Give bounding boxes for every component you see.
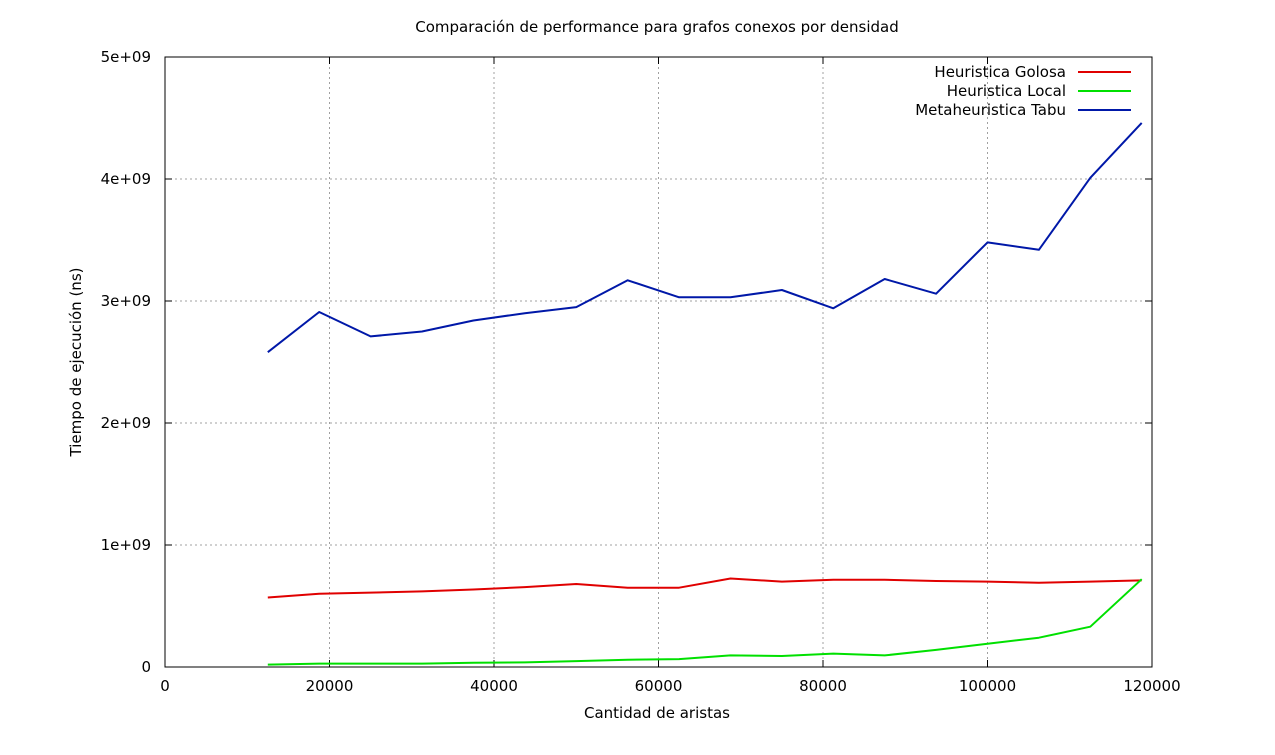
x-tick-label: 100000 — [959, 677, 1016, 695]
series-line-1 — [267, 577, 1142, 599]
y-tick-label: 2e+09 — [101, 414, 151, 432]
series-line-2 — [267, 578, 1143, 666]
series-lines — [267, 122, 1143, 666]
grid-lines — [165, 57, 1152, 667]
x-tick-label: 40000 — [470, 677, 518, 695]
legend-label: Metaheuristica Tabu — [915, 101, 1066, 119]
y-tick-label: 1e+09 — [101, 536, 151, 554]
chart-title: Comparación de performance para grafos c… — [415, 18, 899, 36]
x-tick-label: 60000 — [635, 677, 683, 695]
y-tick-label: 0 — [141, 658, 151, 676]
axis-ticks: 0 20000 40000 60000 80000 100000 120000 0 1e+09 2… — [101, 48, 1181, 695]
y-tick-label: 4e+09 — [101, 170, 151, 188]
legend-label: Heuristica Golosa — [934, 63, 1066, 81]
x-tick-label: 20000 — [306, 677, 354, 695]
legend-label: Heuristica Local — [947, 82, 1066, 100]
x-axis-label: Cantidad de aristas — [584, 704, 730, 722]
y-tick-label: 5e+09 — [101, 48, 151, 66]
x-tick-label: 0 — [160, 677, 170, 695]
x-tick-label: 120000 — [1123, 677, 1180, 695]
series-line-3 — [267, 122, 1143, 353]
y-tick-label: 3e+09 — [101, 292, 151, 310]
x-tick-label: 80000 — [799, 677, 847, 695]
y-axis-label: Tiempo de ejecución (ns) — [67, 268, 85, 458]
